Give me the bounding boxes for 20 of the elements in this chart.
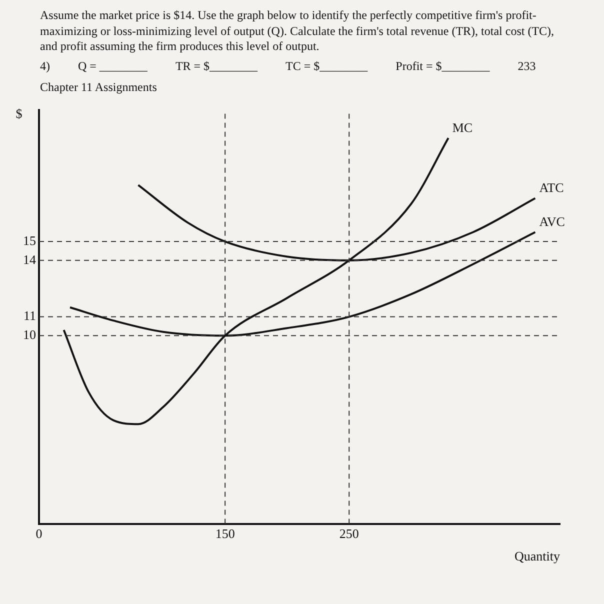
text: TR = $________: [175, 58, 258, 74]
series-label: ATC: [539, 180, 564, 196]
x-tick-label: 150: [215, 526, 235, 541]
text: TC = $________: [286, 58, 368, 74]
text: Chapter 11 Assignments: [40, 80, 157, 95]
x-axis-title: Quantity: [514, 548, 560, 564]
x-tick-label: 250: [339, 526, 359, 541]
x-tick-label: 0: [36, 526, 42, 541]
series-label: MC: [452, 120, 473, 135]
series-label: AVC: [539, 214, 565, 229]
text: 233: [518, 58, 536, 74]
y-tick-label: 15: [23, 232, 36, 248]
text: 4): [40, 58, 50, 74]
y-axis-title: $: [16, 106, 23, 121]
y-tick-label: 10: [23, 326, 36, 342]
y-tick-label: 14: [23, 252, 36, 267]
chart-title: Assume the market price is $14. Use the graph below to identify the perfectly competitive firm's profit-maximizing or loss-minimizing level of output (Q). Calculate the firm's total revenue (TR), total cost (TC), and profit assuming the firm produces this level of output.: [40, 8, 556, 55]
text: Q = ________: [78, 58, 148, 74]
text: Profit = $________: [396, 58, 490, 74]
y-tick-label: 11: [23, 308, 36, 324]
